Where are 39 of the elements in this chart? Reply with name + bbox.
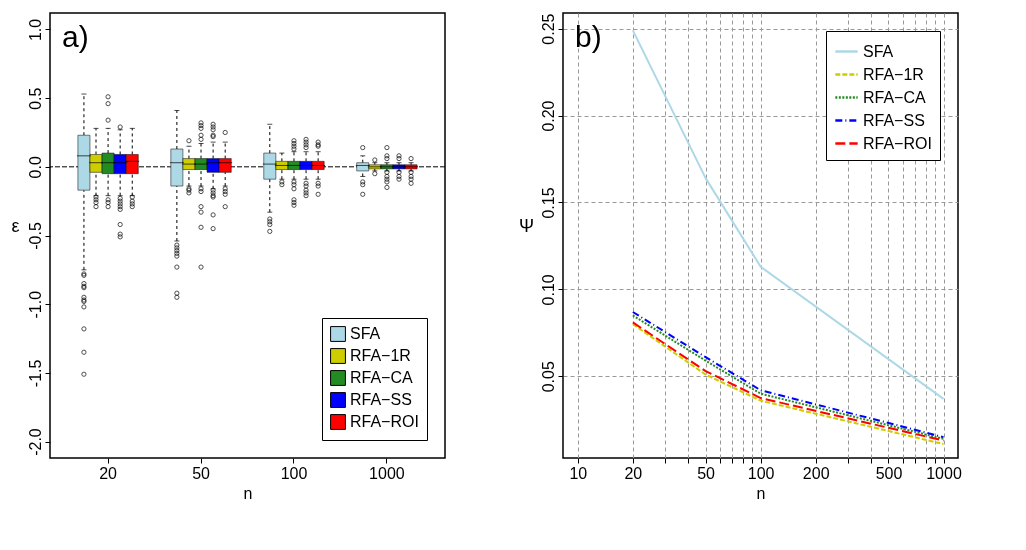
y-axis-title: ε — [11, 216, 20, 236]
x-tick-label: 20 — [99, 464, 118, 482]
legend-label: SFA — [863, 42, 894, 60]
x-tick-label: 50 — [697, 464, 716, 482]
y-tick-label: 0.5 — [26, 87, 44, 110]
legend-label: RFA−SS — [350, 391, 412, 408]
x-tick-label: 100 — [280, 464, 308, 482]
legend-label: RFA−ROI — [350, 413, 419, 430]
y-tick-label: -0.5 — [26, 222, 44, 250]
legend-label: RFA−SS — [863, 111, 925, 129]
y-tick-label: 0.05 — [539, 361, 557, 393]
y-axis-title: Ψ — [518, 216, 535, 236]
y-tick-label: 0.25 — [539, 13, 557, 45]
x-tick-label: 10 — [569, 464, 588, 482]
y-tick-label: 0.20 — [539, 100, 557, 132]
x-axis-title: n — [756, 484, 766, 502]
x-tick-label: 100 — [747, 464, 775, 482]
x-axis-title: n — [243, 484, 253, 502]
y-tick-label: 1.0 — [26, 18, 44, 42]
y-tick-label: -1.0 — [26, 290, 44, 319]
x-tick-label: 500 — [875, 464, 903, 482]
y-tick-label: 0.0 — [26, 156, 44, 179]
x-tick-label: 1000 — [369, 464, 405, 482]
legend-label: RFA−1R — [350, 347, 411, 364]
y-tick-label: -1.5 — [26, 359, 44, 388]
y-tick-label: -2.0 — [26, 428, 44, 456]
x-tick-label: 200 — [802, 464, 830, 482]
x-tick-label: 50 — [192, 464, 211, 482]
y-tick-label: 0.15 — [539, 187, 557, 219]
legend-label: RFA−ROI — [863, 134, 932, 152]
annotation: b) — [575, 20, 602, 53]
legend-label: RFA−1R — [863, 65, 924, 83]
legend-label: SFA — [350, 325, 381, 342]
legend-label: RFA−CA — [350, 369, 414, 386]
x-tick-label: 1000 — [926, 464, 962, 482]
legend-label: RFA−CA — [863, 88, 927, 106]
annotation: a) — [62, 20, 89, 53]
x-tick-label: 20 — [624, 464, 643, 482]
y-tick-label: 0.10 — [539, 274, 557, 306]
